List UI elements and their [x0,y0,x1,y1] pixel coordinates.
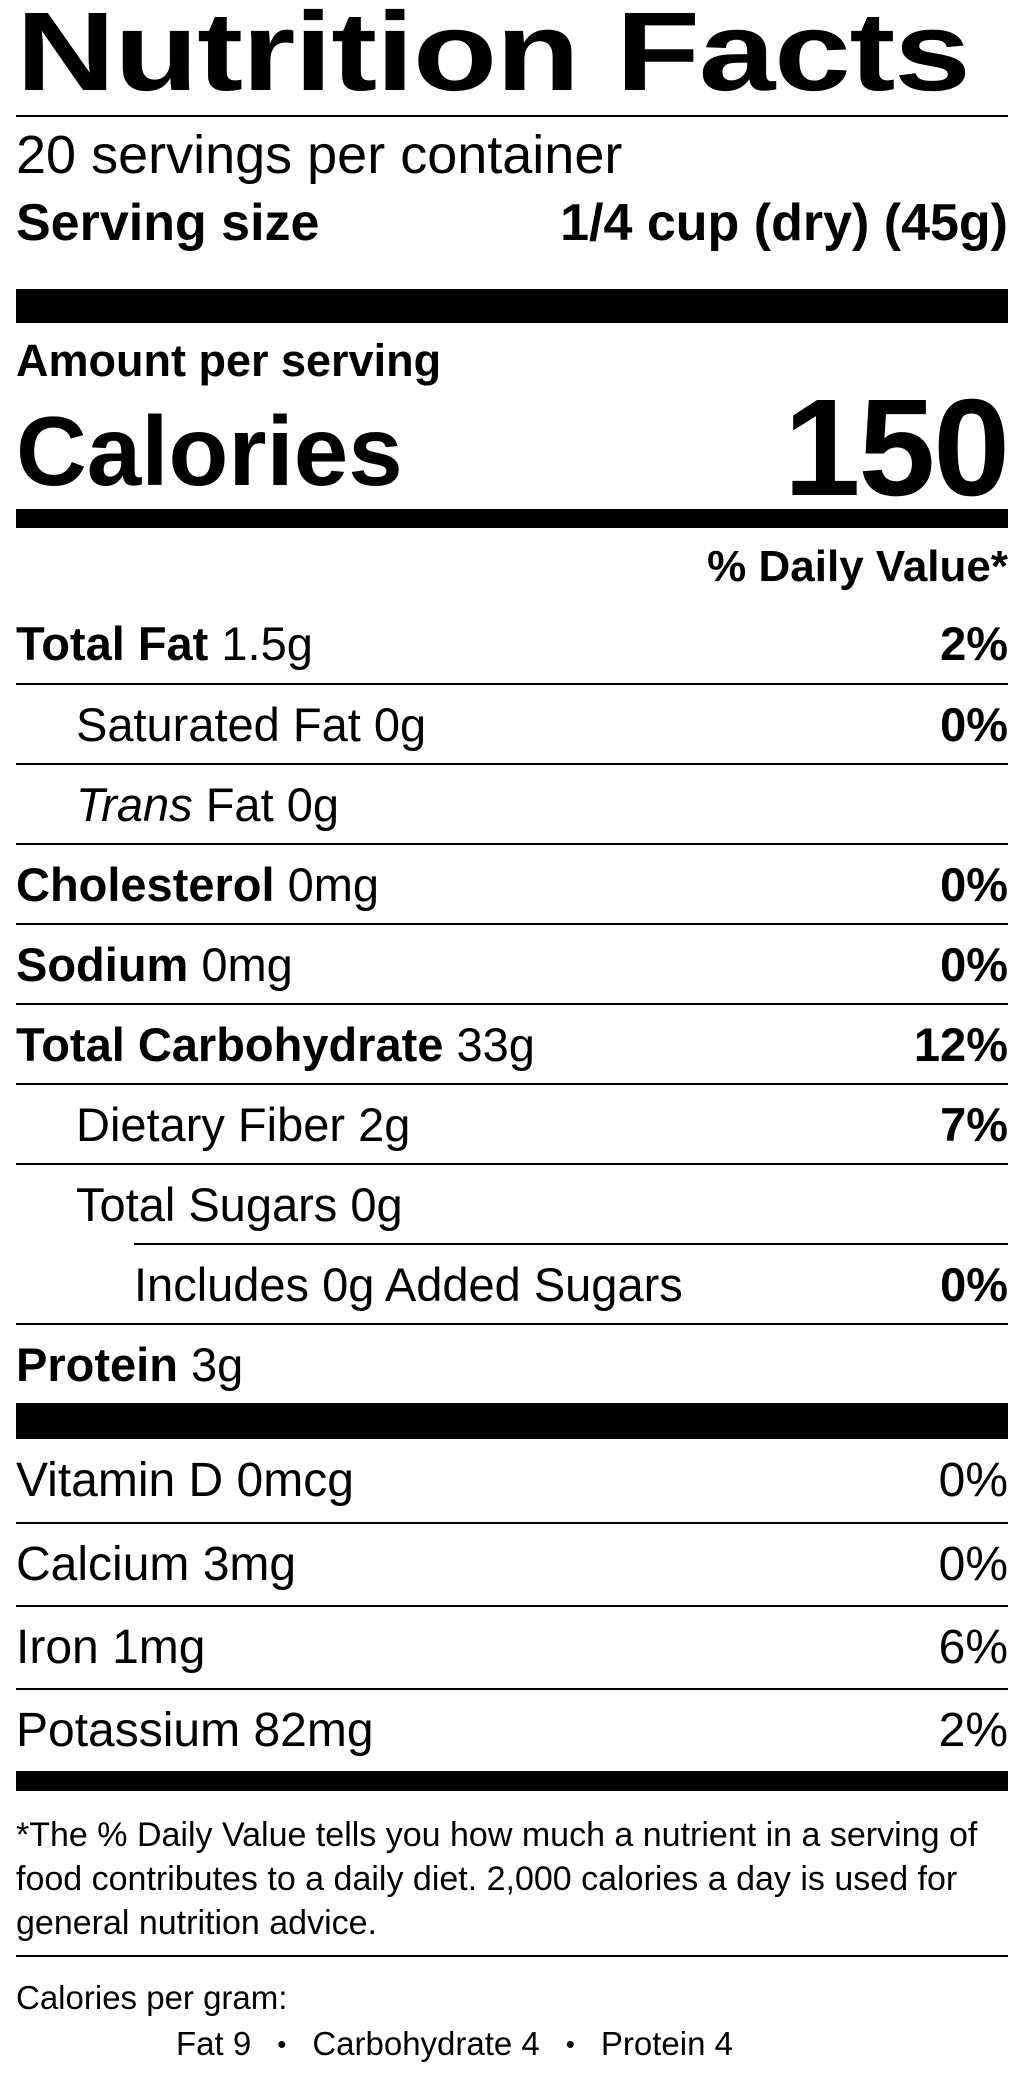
nutrient-name: Fat [205,777,274,831]
nutrient-name: Iron [16,1621,99,1674]
divider [16,509,1008,528]
bullet: • [277,2029,287,2059]
nutrient-row: Iron 1mg 6% [16,1605,1008,1688]
nutrient-name: Total Sugars [76,1177,338,1231]
nutrient-name: Calcium [16,1538,190,1591]
calories-per-gram-item: Protein 4 [600,2025,733,2062]
nutrient-row: Total Fat 1.5g 2% [16,603,1008,683]
nutrient-text: Saturated Fat 0g [16,697,426,752]
nutrient-text: Total Sugars 0g [16,1177,403,1232]
nutrient-row: Sodium 0mg 0% [16,923,1008,1003]
nutrient-name: Includes 0g Added Sugars [134,1257,683,1311]
nutrient-text: Calcium 3mg [16,1537,296,1592]
nutrient-amount: 82mg [253,1704,374,1757]
nutrient-text: Cholesterol 0mg [16,857,379,912]
nutrient-row: Includes 0g Added Sugars 0% [134,1243,1008,1323]
nutrient-amount: 0mcg [236,1454,354,1507]
nutrient-row: Trans Fat 0g [16,763,1008,843]
nutrient-text: Dietary Fiber 2g [16,1097,410,1152]
nutrient-text: Potassium 82mg [16,1703,374,1758]
calories-value: 150 [783,370,1010,525]
nutrient-amount: 0g [373,697,427,751]
nutrient-row: Saturated Fat 0g 0% [16,683,1008,763]
amount-per-serving: Amount per serving [16,335,442,386]
nutrient-amount: 3mg [202,1538,297,1591]
calories-per-gram: Calories per gram: Fat 9 • Carbohydrate 4 •… [16,1957,1008,2067]
nutrient-text: Total Carbohydrate 33g [16,1017,535,1072]
nutrients: Total Fat 1.5g 2% Saturated Fat 0g 0% Trans … [16,603,1008,1403]
daily-value: 2% [938,1704,1008,1757]
daily-value: 0% [940,937,1008,991]
nutrient-amount: 1.5g [221,616,313,670]
calories-per-gram-item: Carbohydrate 4 [312,2025,540,2062]
nutrient-row: Potassium 82mg 2% [16,1688,1008,1771]
nutrient-row: Total Sugars 0g [16,1163,1008,1243]
nutrient-name: Cholesterol [16,857,275,911]
serving-size-value: 1/4 cup (dry) (45g) [560,194,1008,252]
nutrient-amount: 0g [350,1177,403,1231]
nutrient-row: Vitamin D 0mcg 0% [16,1439,1008,1522]
nutrient-text: Iron 1mg [16,1620,205,1675]
nutrient-text: Includes 0g Added Sugars [134,1257,683,1312]
title: Nutrition Facts [16,0,971,114]
footnote: *The % Daily Value tells you how much a … [16,1791,1008,1957]
nutrient-name: Dietary Fiber [76,1097,346,1151]
daily-value: 0% [938,1454,1008,1507]
title-row: Nutrition Facts [16,0,1008,117]
nutrient-row: Total Carbohydrate 33g 12% [16,1003,1008,1083]
serving-size-label: Serving size [16,194,320,252]
nutrient-amount: 0g [286,777,339,831]
nutrient-text: Vitamin D 0mcg [16,1453,354,1508]
divider [16,1403,1008,1439]
nutrient-name: Sodium [16,937,189,991]
divider [16,289,1008,323]
nutrient-amount: 0mg [201,937,293,991]
nutrient-amount: 1mg [112,1621,206,1674]
calories-per-gram-item: Fat 9 [176,2025,252,2062]
nutrient-text: Protein 3g [16,1337,243,1392]
nutrient-name: Total Fat [16,616,209,670]
nutrient-row: Protein 3g [16,1323,1008,1403]
divider [16,1771,1008,1791]
nutrient-amount: 0mg [287,857,380,911]
nutrient-name: Protein [16,1337,178,1391]
nutrient-name: Vitamin D [16,1454,224,1507]
daily-value: 0% [940,1257,1008,1311]
daily-value: 0% [940,697,1008,751]
nutrient-row: Cholesterol 0mg 0% [16,843,1008,923]
calories-per-gram-label: Calories per gram: [16,1979,288,2016]
nutrient-amount: 33g [456,1017,535,1071]
nutrient-row: Dietary Fiber 2g 7% [16,1083,1008,1163]
daily-value: 6% [938,1621,1008,1674]
daily-value: 0% [938,1538,1008,1591]
vitamins: Vitamin D 0mcg 0% Calcium 3mg 0% Iron 1mg 6% P… [16,1439,1008,1771]
nutrient-name: Total Carbohydrate [16,1017,444,1071]
calories-label: Calories [16,395,403,506]
nutrient-name: Saturated Fat [76,697,361,751]
calories-row: Calories 150 [16,371,1010,525]
serving-size-row: Serving size 1/4 cup (dry) (45g) [16,181,1008,289]
nutrient-text: Sodium 0mg [16,937,293,992]
nutrient-text: Trans Fat 0g [16,777,339,832]
bullet: • [565,2029,575,2059]
nutrient-name: Potassium [16,1704,241,1757]
daily-value: 7% [940,1097,1008,1151]
daily-value: 2% [940,616,1008,670]
nutrient-text: Total Fat 1.5g [16,616,313,671]
daily-value-header: % Daily Value* [707,542,1008,591]
nutrient-amount: 3g [190,1337,244,1391]
daily-value: 12% [913,1017,1008,1071]
nutrient-row: Calcium 3mg 0% [16,1522,1008,1605]
nutrient-prefix: Trans [76,777,193,831]
calories-per-gram-items: Fat 9 • Carbohydrate 4 • Protein 4 [16,2021,1008,2067]
daily-value: 0% [940,857,1008,911]
servings: 20 servings per container [16,125,623,185]
nutrient-amount: 2g [358,1097,411,1151]
